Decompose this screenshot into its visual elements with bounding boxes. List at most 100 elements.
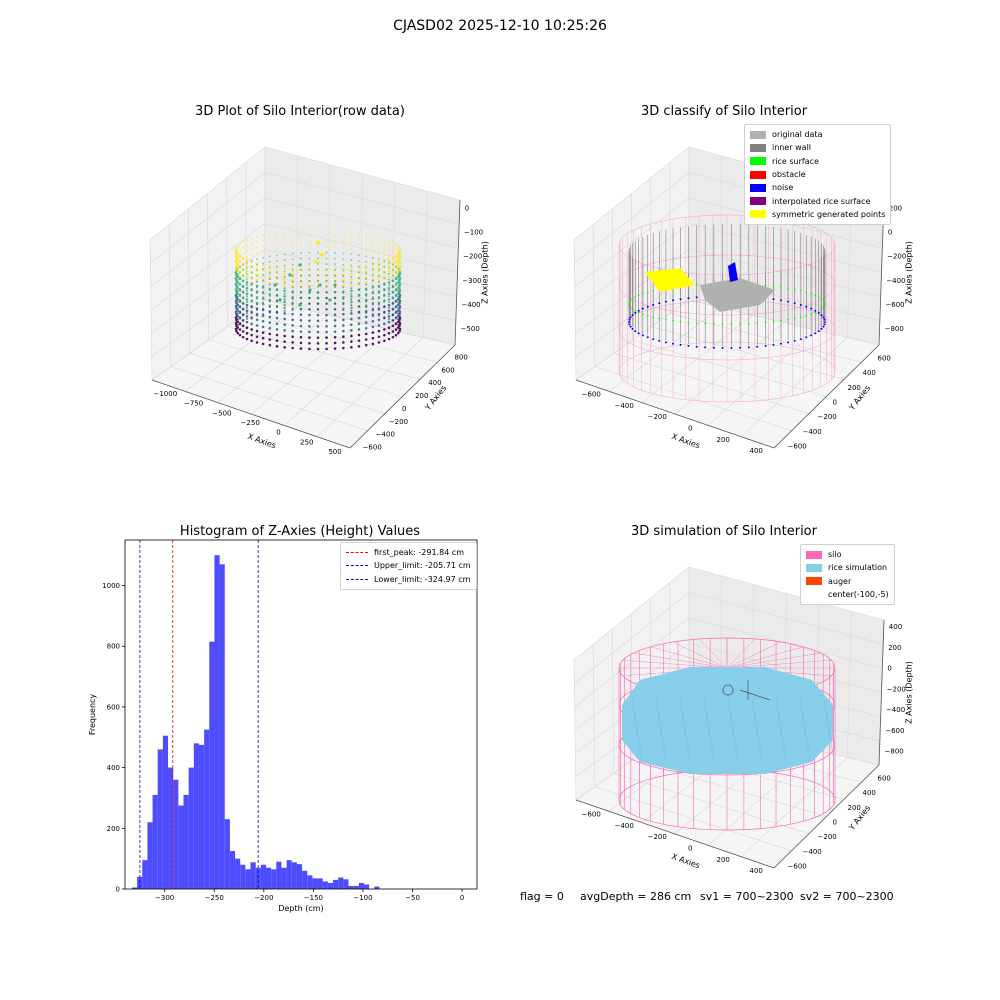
raw-point (316, 336, 320, 340)
legend-label: silo (828, 550, 842, 560)
raw-point (268, 326, 272, 330)
raw-point (394, 328, 398, 331)
raw-point (333, 347, 337, 350)
raw-point (236, 289, 239, 292)
x-tick-label: −50 (405, 894, 420, 902)
raw-point (364, 310, 368, 313)
noise-point (814, 332, 817, 335)
raw-point (236, 301, 239, 304)
raw-point (391, 302, 394, 305)
p2-x-tick-label: 0 (688, 425, 692, 433)
p4-y-tick-label: −600 (788, 863, 807, 871)
raw-point (342, 346, 345, 350)
p4-z-axis (878, 619, 885, 766)
raw-point (291, 267, 294, 271)
raw-point (308, 347, 311, 351)
raw-point (242, 274, 245, 277)
noise-point (779, 299, 782, 302)
raw-point (371, 251, 374, 254)
noise-point (652, 303, 655, 306)
raw-point (242, 286, 245, 289)
raw-point (278, 298, 282, 302)
legend-swatch (346, 578, 368, 580)
raw-point (388, 306, 391, 309)
raw-point (255, 301, 259, 305)
histogram-bar (147, 822, 153, 889)
raw-point (268, 255, 271, 258)
raw-point (262, 245, 265, 248)
raw-point (342, 273, 345, 276)
rice-surface-point (823, 301, 826, 304)
noise-point (695, 296, 698, 299)
raw-point (394, 271, 397, 274)
raw-point (342, 241, 345, 244)
y-tick-label: 600 (107, 703, 120, 711)
raw-point (239, 299, 242, 302)
raw-point (377, 335, 381, 339)
raw-point (261, 297, 265, 301)
raw-point (276, 248, 278, 251)
raw-point (235, 275, 238, 278)
raw-point (333, 313, 337, 317)
raw-point (371, 267, 374, 270)
raw-point (276, 299, 278, 302)
raw-point (325, 330, 328, 334)
raw-point (268, 310, 272, 313)
raw-point (317, 262, 319, 265)
raw-point (364, 270, 368, 274)
raw-point (364, 276, 368, 279)
raw-point (245, 264, 249, 267)
raw-point (299, 229, 302, 232)
raw-point (291, 297, 294, 300)
raw-point (268, 289, 271, 292)
raw-point (365, 232, 368, 235)
raw-point (255, 267, 259, 271)
raw-point (387, 281, 391, 284)
raw-point (268, 298, 272, 302)
raw-point (377, 312, 381, 316)
raw-point (350, 247, 353, 250)
rice-surface-point (695, 284, 698, 286)
raw-point (283, 272, 286, 276)
raw-point (261, 342, 265, 346)
raw-point (325, 279, 328, 282)
raw-point (371, 314, 375, 317)
histogram-bar (281, 867, 287, 889)
p4-x-tick-label: −200 (648, 833, 667, 841)
raw-point (235, 280, 238, 283)
status-avg-depth: avgDepth = 286 cm (580, 890, 692, 903)
noise-point (658, 302, 661, 305)
noise-point (805, 336, 808, 339)
raw-point (342, 301, 345, 305)
raw-point (364, 343, 368, 347)
raw-point (308, 308, 311, 311)
status-sv1: sv1 = 700~2300 (700, 890, 794, 903)
raw-point (239, 254, 242, 257)
raw-point (387, 269, 391, 273)
raw-point (333, 335, 337, 339)
noise-point (628, 318, 631, 321)
p2-z-tick-label: −800 (885, 325, 904, 333)
raw-point (325, 341, 328, 345)
legend-entry: noise (750, 181, 885, 194)
silo-roof-spoke (726, 641, 782, 669)
histogram-bar (363, 884, 370, 889)
raw-point (235, 325, 238, 328)
raw-point (242, 280, 245, 283)
raw-point (394, 316, 397, 319)
noise-point (823, 318, 826, 321)
raw-point (268, 315, 272, 319)
x-tick-label: −250 (205, 894, 224, 902)
raw-point (387, 315, 391, 318)
raw-point (299, 324, 303, 328)
raw-point (291, 246, 294, 249)
rice-surface-point (658, 317, 661, 320)
raw-point (234, 322, 238, 325)
noise-point (756, 345, 759, 348)
raw-point (245, 295, 248, 298)
raw-point (235, 320, 238, 323)
p1-z-axis-label: Z Axies (Depth) (481, 241, 490, 304)
raw-point (391, 240, 394, 243)
raw-point (250, 259, 253, 262)
histogram-bar (173, 779, 179, 889)
